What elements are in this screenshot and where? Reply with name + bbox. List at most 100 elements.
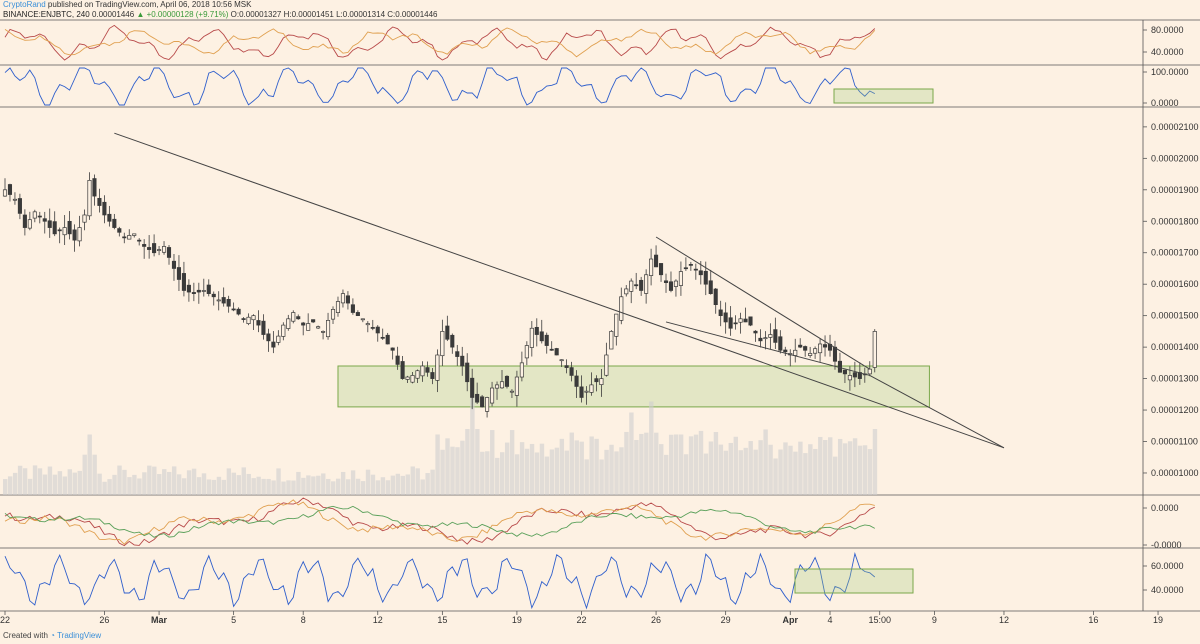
volume-bar: [107, 479, 112, 495]
candle: [460, 355, 465, 367]
volume-bar: [708, 441, 714, 495]
volume-bar: [261, 478, 266, 495]
volume-bar: [206, 479, 212, 495]
candle: [370, 327, 375, 329]
candle: [181, 273, 186, 291]
candle: [132, 233, 137, 236]
candle: [569, 367, 574, 376]
candle: [321, 331, 326, 333]
candle: [152, 243, 157, 254]
candle: [867, 368, 872, 375]
volume-bar: [211, 479, 217, 495]
candle: [539, 331, 544, 342]
volume-bar: [832, 456, 838, 495]
candle: [390, 347, 395, 351]
y-tick-label: 0.00001200: [1151, 405, 1199, 415]
tradingview-logo-icon: ◔: [50, 631, 55, 640]
x-tick-label: 16: [1088, 615, 1098, 625]
volume-bar: [713, 432, 719, 495]
candle: [604, 354, 609, 376]
volume-bar: [634, 440, 639, 495]
volume-bar: [579, 441, 584, 495]
volume-bar: [823, 439, 828, 495]
volume-bar: [609, 444, 614, 495]
candle: [32, 211, 37, 219]
candle: [87, 180, 92, 217]
candle: [599, 378, 604, 386]
candle: [191, 292, 196, 294]
last-price: 0.00001446: [91, 10, 135, 19]
osc3-line-orange: [4, 499, 875, 545]
volume-bar: [132, 474, 137, 495]
volume-bar: [654, 432, 659, 495]
y-tick-label: 0.00001900: [1151, 185, 1199, 195]
candle: [211, 293, 216, 298]
volume-bar: [455, 447, 460, 495]
volume-bar: [17, 465, 23, 495]
volume-bar: [504, 442, 510, 495]
volume-bar: [355, 478, 361, 495]
candle: [37, 215, 42, 218]
candle: [822, 344, 828, 348]
candle: [584, 390, 589, 393]
volume-bar: [763, 429, 768, 495]
volume-bar: [216, 476, 222, 495]
candle: [713, 288, 718, 305]
candle: [355, 312, 360, 317]
candle: [326, 320, 331, 338]
candle: [609, 331, 614, 350]
author-link[interactable]: CryptoRand: [3, 0, 46, 9]
volume-bar: [847, 441, 853, 495]
volume-bar: [316, 475, 321, 495]
tradingview-brand[interactable]: TradingView: [57, 631, 102, 640]
candle: [22, 214, 27, 228]
candle: [748, 316, 753, 326]
candle: [768, 334, 773, 338]
candle: [589, 384, 594, 393]
volume-bar: [410, 466, 415, 495]
candle: [291, 312, 296, 322]
candle: [703, 270, 708, 285]
volume-bar: [852, 438, 858, 495]
osc2-zone: [833, 88, 934, 104]
candle: [77, 227, 82, 242]
candle: [375, 326, 380, 334]
wedge-upper-line: [655, 236, 871, 370]
candle: [117, 228, 122, 233]
candle: [847, 375, 852, 381]
volume-bar: [584, 459, 589, 495]
chart-header: CryptoRand published on TradingView.com,…: [3, 0, 438, 20]
candle: [166, 247, 172, 258]
candle: [519, 362, 524, 378]
candle: [818, 343, 823, 354]
volume-bar: [12, 472, 18, 495]
volume-bar: [738, 450, 743, 495]
volume-bar: [281, 481, 286, 495]
candle: [783, 349, 788, 353]
candle: [286, 318, 291, 329]
osc3-line-green: [4, 505, 876, 538]
volume-bar: [32, 465, 38, 495]
volume-bar: [390, 475, 396, 495]
candle: [668, 281, 674, 291]
panel-tick-label: 40.0000: [1151, 585, 1184, 595]
candle: [2, 189, 8, 197]
candle: [733, 322, 738, 325]
volume-bar: [147, 465, 152, 495]
candle: [629, 280, 634, 292]
candle: [425, 367, 430, 373]
x-tick-label: 26: [651, 615, 661, 625]
candle: [624, 288, 629, 295]
x-tick-label: 15:00: [868, 615, 891, 625]
volume-bar: [82, 454, 87, 495]
wedge-lower-line: [665, 321, 870, 376]
volume-bar: [370, 474, 376, 495]
candle: [350, 304, 355, 313]
volume-bar: [420, 479, 425, 495]
volume-bar: [793, 451, 798, 495]
volume-bar: [415, 468, 420, 495]
candle: [509, 390, 514, 393]
volume-bar: [544, 456, 550, 495]
candle: [529, 327, 534, 348]
